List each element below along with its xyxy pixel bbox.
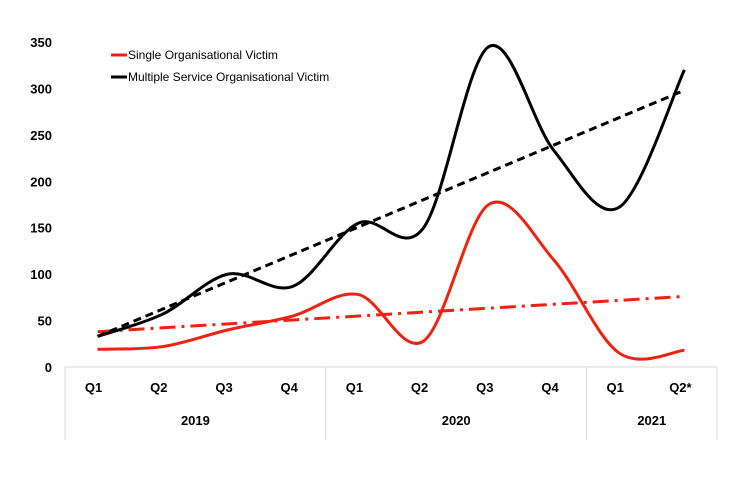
x-group-label: 2021 bbox=[637, 413, 666, 428]
x-axis: 2019 2020 2021 Q1 Q2 Q3 Q4 Q1 Q2 Q3 Q4 Q1 Q2* bbox=[64, 366, 718, 440]
y-tick-label: 100 bbox=[30, 267, 52, 282]
x-tick-label: Q4 bbox=[281, 380, 299, 395]
x-group-label: 2019 bbox=[181, 413, 210, 428]
y-tick-label: 200 bbox=[30, 174, 52, 189]
x-tick-label: Q4 bbox=[541, 380, 559, 395]
legend-label-multiple: Multiple Service Organisational Victim bbox=[128, 70, 329, 84]
y-tick-label: 250 bbox=[30, 128, 52, 143]
plot-area bbox=[97, 43, 686, 361]
y-axis: 0 50 100 150 200 250 300 350 bbox=[30, 35, 52, 375]
x-tick-label: Q1 bbox=[85, 380, 102, 395]
x-tick-label: Q2* bbox=[669, 380, 692, 395]
y-tick-label: 350 bbox=[30, 35, 52, 50]
legend: Single Organisational Victim Multiple Se… bbox=[111, 48, 329, 84]
x-tick-label: Q3 bbox=[476, 380, 493, 395]
legend-label-single: Single Organisational Victim bbox=[128, 48, 278, 62]
y-tick-label: 0 bbox=[45, 360, 52, 375]
x-tick-label: Q2 bbox=[150, 380, 167, 395]
trendline-single bbox=[97, 294, 685, 334]
y-tick-label: 300 bbox=[30, 81, 52, 96]
x-tick-label: Q1 bbox=[607, 380, 624, 395]
x-tick-label: Q1 bbox=[346, 380, 363, 395]
y-tick-label: 50 bbox=[38, 314, 52, 329]
series-line-single bbox=[97, 200, 685, 361]
trendline-multiple bbox=[97, 88, 685, 338]
x-tick-label: Q2 bbox=[411, 380, 428, 395]
series-line-multiple bbox=[97, 43, 686, 338]
y-tick-label: 150 bbox=[30, 221, 52, 236]
x-tick-label: Q3 bbox=[215, 380, 232, 395]
x-group-label: 2020 bbox=[442, 413, 471, 428]
